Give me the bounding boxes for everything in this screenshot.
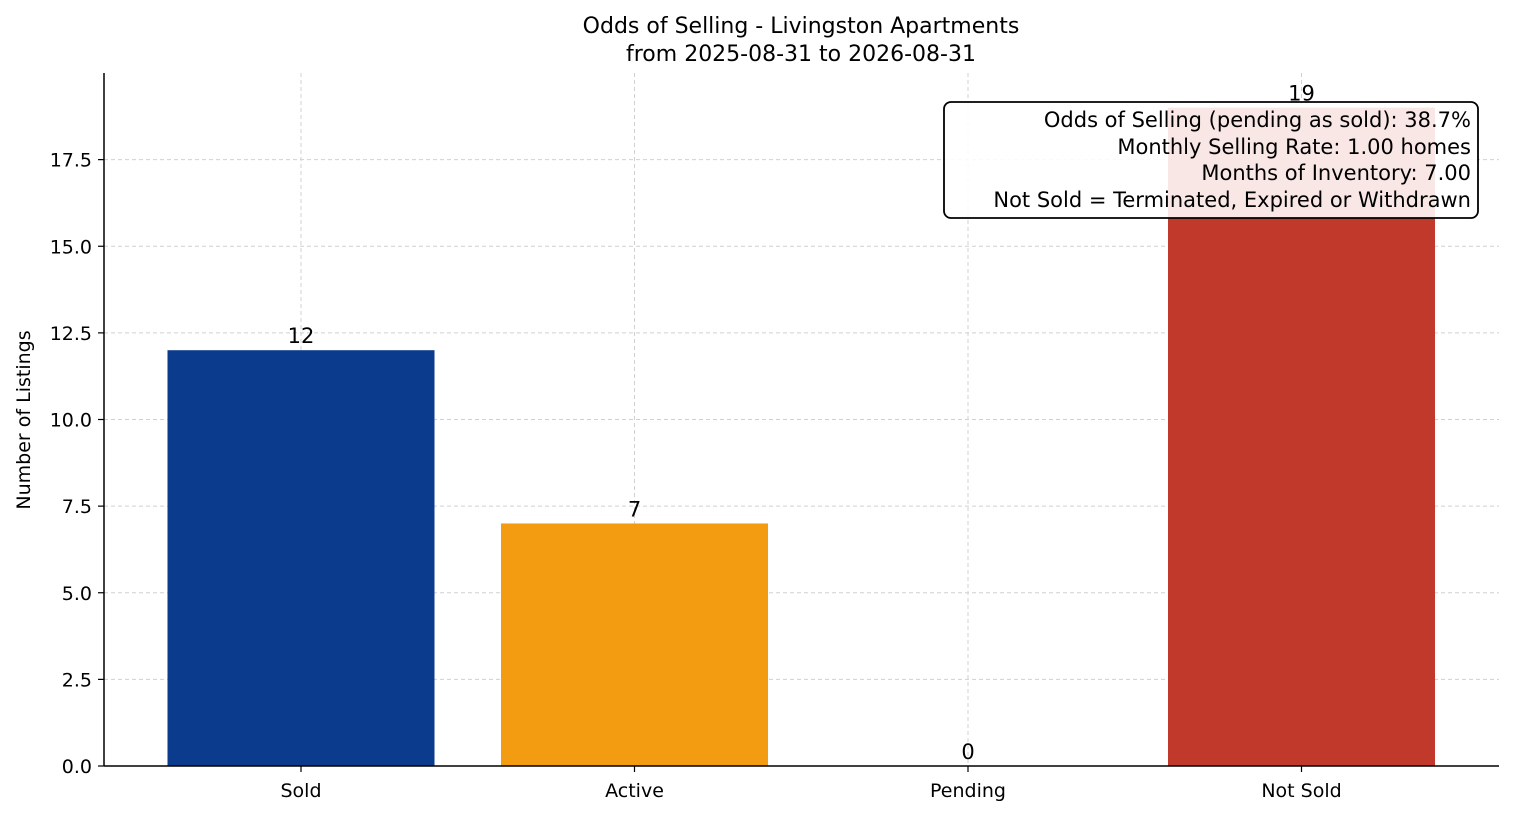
y-ticks: 0.0 2.5 5.0 7.5 10.0 12.5 15.0 17.5 — [50, 150, 104, 778]
y-tick-label-6: 15.0 — [50, 236, 92, 258]
x-tick-label-sold: Sold — [280, 780, 321, 802]
x-tick-label-not-sold: Not Sold — [1261, 780, 1341, 802]
x-tick-label-pending: Pending — [930, 780, 1006, 802]
y-tick-label-7: 17.5 — [50, 150, 92, 172]
chart-subtitle: from 2025-08-31 to 2026-08-31 — [626, 42, 976, 67]
info-line-inventory: Months of Inventory: 7.00 — [1201, 161, 1471, 185]
y-tick-label-2: 5.0 — [62, 583, 92, 605]
bar-value-label-pending: 0 — [961, 740, 974, 764]
y-tick-label-3: 7.5 — [62, 496, 92, 518]
bar-value-label-sold: 12 — [288, 324, 315, 348]
y-tick-label-5: 12.5 — [50, 323, 92, 345]
y-axis-label: Number of Listings — [13, 330, 35, 509]
y-tick-label-0: 0.0 — [62, 756, 92, 778]
x-ticks: Sold Active Pending Not Sold — [280, 766, 1342, 802]
chart-title: Odds of Selling - Livingston Apartments — [583, 14, 1020, 39]
bar-active — [501, 523, 768, 766]
bar-value-label-active: 7 — [628, 497, 641, 521]
info-line-odds: Odds of Selling (pending as sold): 38.7% — [1044, 108, 1471, 132]
x-tick-label-active: Active — [605, 780, 664, 802]
info-line-note: Not Sold = Terminated, Expired or Withdr… — [993, 188, 1471, 212]
y-tick-label-4: 10.0 — [50, 410, 92, 432]
y-tick-label-1: 2.5 — [62, 669, 92, 691]
bar-sold — [167, 350, 435, 766]
info-box: Odds of Selling (pending as sold): 38.7%… — [943, 101, 1479, 219]
info-line-rate: Monthly Selling Rate: 1.00 homes — [1117, 135, 1471, 159]
info-box-frame — [943, 101, 1479, 219]
